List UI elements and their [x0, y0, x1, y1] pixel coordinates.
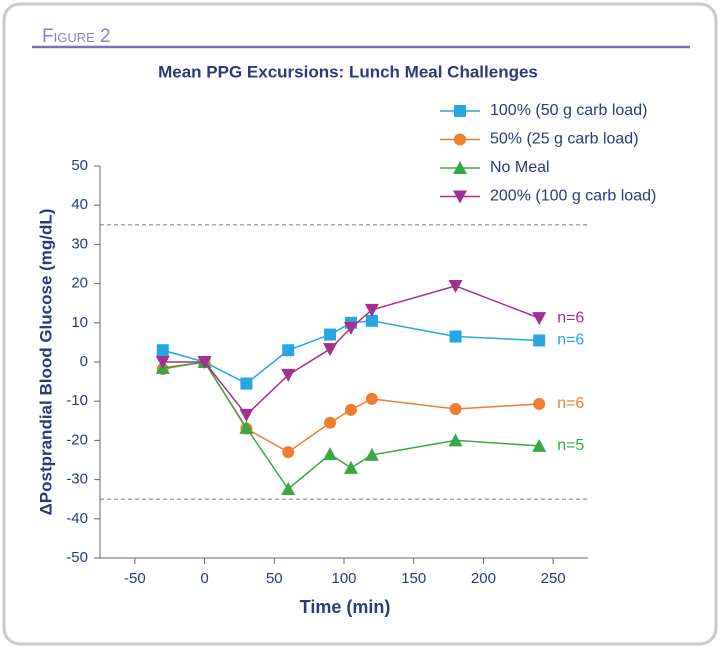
- legend-label: 100% (50 g carb load): [490, 102, 647, 119]
- x-tick-label: 250: [541, 570, 566, 587]
- data-point: [155, 356, 170, 369]
- data-point: [449, 330, 462, 343]
- data-point: [282, 446, 295, 459]
- y-tick-label: 30: [71, 235, 88, 252]
- data-point: [324, 416, 337, 429]
- end-label: n=6: [557, 332, 584, 349]
- data-point: [448, 279, 463, 293]
- data-point: [344, 403, 357, 416]
- data-point: [323, 343, 338, 357]
- y-tick-label: -50: [66, 549, 88, 566]
- x-axis-label: Time (min): [300, 597, 391, 617]
- end-label: n=5: [557, 437, 584, 454]
- y-tick-label: 20: [71, 275, 88, 292]
- y-tick-label: 10: [71, 314, 88, 331]
- x-tick-label: 150: [401, 570, 426, 587]
- chart-title: Mean PPG Excursions: Lunch Meal Challeng…: [158, 62, 538, 81]
- y-tick-label: 40: [71, 196, 88, 213]
- data-point: [197, 356, 212, 369]
- data-point: [343, 321, 358, 335]
- y-tick-label: -40: [66, 510, 88, 527]
- y-tick-label: -10: [66, 392, 88, 409]
- legend-label: No Meal: [490, 159, 550, 176]
- y-tick-label: 50: [71, 157, 88, 174]
- y-tick-label: -30: [66, 471, 88, 488]
- data-point: [281, 482, 296, 496]
- legend-marker: [454, 133, 466, 146]
- data-point: [323, 447, 338, 461]
- y-tick-label: 0: [80, 353, 88, 370]
- data-point: [156, 344, 169, 357]
- x-tick-label: -50: [124, 570, 146, 587]
- frame: [2, 2, 718, 646]
- data-point: [532, 438, 547, 452]
- x-tick-label: 100: [331, 570, 356, 587]
- x-tick-label: 200: [471, 570, 496, 587]
- data-point: [281, 368, 296, 382]
- data-point: [239, 420, 254, 434]
- legend-label: 50% (25 g carb load): [490, 131, 639, 148]
- data-point: [365, 392, 378, 405]
- data-point: [448, 433, 463, 447]
- end-label: n=6: [557, 395, 584, 412]
- y-axis-label: ΔPostprandial Blood Glucose (mg/dL): [36, 209, 55, 516]
- data-point: [343, 460, 358, 474]
- data-point: [240, 377, 253, 390]
- data-point: [324, 328, 337, 341]
- legend-marker: [454, 105, 466, 117]
- data-point: [533, 334, 546, 347]
- data-point: [364, 447, 379, 461]
- data-point: [532, 312, 547, 326]
- legend-marker: [453, 161, 467, 174]
- data-point: [239, 408, 254, 422]
- data-point: [533, 397, 546, 410]
- data-point: [365, 314, 378, 327]
- data-point: [364, 303, 379, 317]
- legend-label: 200% (100 g carb load): [490, 188, 656, 205]
- x-tick-label: 50: [266, 570, 283, 587]
- data-point: [282, 344, 295, 357]
- figure-label: Figure 2: [42, 26, 111, 47]
- legend-marker: [453, 190, 467, 204]
- y-tick-label: -20: [66, 431, 88, 448]
- data-point: [449, 403, 462, 416]
- end-label: n=6: [557, 309, 584, 326]
- x-tick-label: 0: [200, 570, 208, 587]
